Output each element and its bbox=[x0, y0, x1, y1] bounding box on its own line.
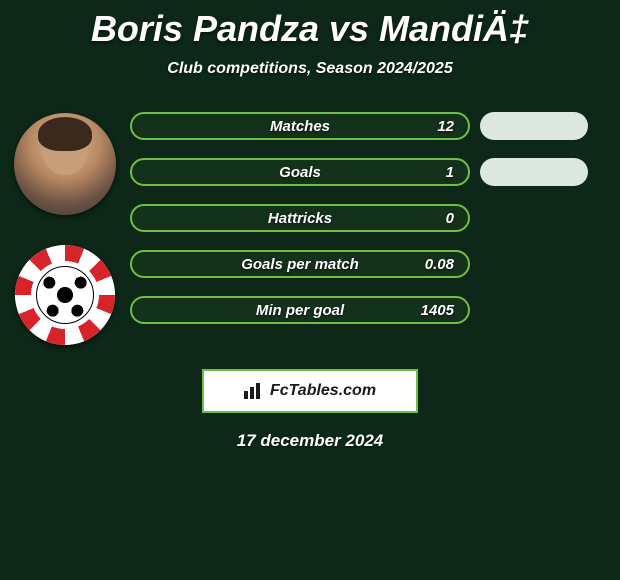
brand-box[interactable]: FcTables.com bbox=[202, 369, 418, 413]
stat-row: Goals per match 0.08 bbox=[130, 250, 610, 278]
stat-bar-right bbox=[480, 112, 588, 140]
stat-label: Goals per match bbox=[241, 256, 359, 273]
stat-bar-left: Min per goal 1405 bbox=[130, 296, 470, 324]
stat-label: Goals bbox=[279, 164, 321, 181]
stat-bar-left: Matches 12 bbox=[130, 112, 470, 140]
stat-value: 0.08 bbox=[425, 256, 454, 273]
stat-bar-left: Goals per match 0.08 bbox=[130, 250, 470, 278]
stat-row: Min per goal 1405 bbox=[130, 296, 610, 324]
bar-chart-icon bbox=[244, 383, 264, 399]
stat-bar-left: Goals 1 bbox=[130, 158, 470, 186]
stat-label: Matches bbox=[270, 118, 330, 135]
player-avatar bbox=[14, 113, 116, 215]
stat-bar-right bbox=[480, 158, 588, 186]
stat-value: 0 bbox=[446, 210, 454, 227]
content-area: Matches 12 Goals 1 Hattricks 0 Goals per… bbox=[0, 108, 620, 345]
stats-bars: Matches 12 Goals 1 Hattricks 0 Goals per… bbox=[130, 108, 620, 324]
stat-value: 12 bbox=[437, 118, 454, 135]
stat-row: Goals 1 bbox=[130, 158, 610, 186]
date-label: 17 december 2024 bbox=[0, 431, 620, 451]
stat-value: 1 bbox=[446, 164, 454, 181]
page-title: Boris Pandza vs MandiÄ‡ bbox=[0, 0, 620, 50]
stat-label: Hattricks bbox=[268, 210, 332, 227]
club-badge bbox=[15, 245, 115, 345]
badge-soccer-ball-icon bbox=[36, 266, 94, 324]
stat-label: Min per goal bbox=[256, 302, 344, 319]
stat-value: 1405 bbox=[421, 302, 454, 319]
stat-row: Matches 12 bbox=[130, 112, 610, 140]
stat-row: Hattricks 0 bbox=[130, 204, 610, 232]
left-column bbox=[0, 108, 130, 345]
brand-label: FcTables.com bbox=[270, 382, 376, 400]
page-subtitle: Club competitions, Season 2024/2025 bbox=[0, 60, 620, 78]
stat-bar-left: Hattricks 0 bbox=[130, 204, 470, 232]
